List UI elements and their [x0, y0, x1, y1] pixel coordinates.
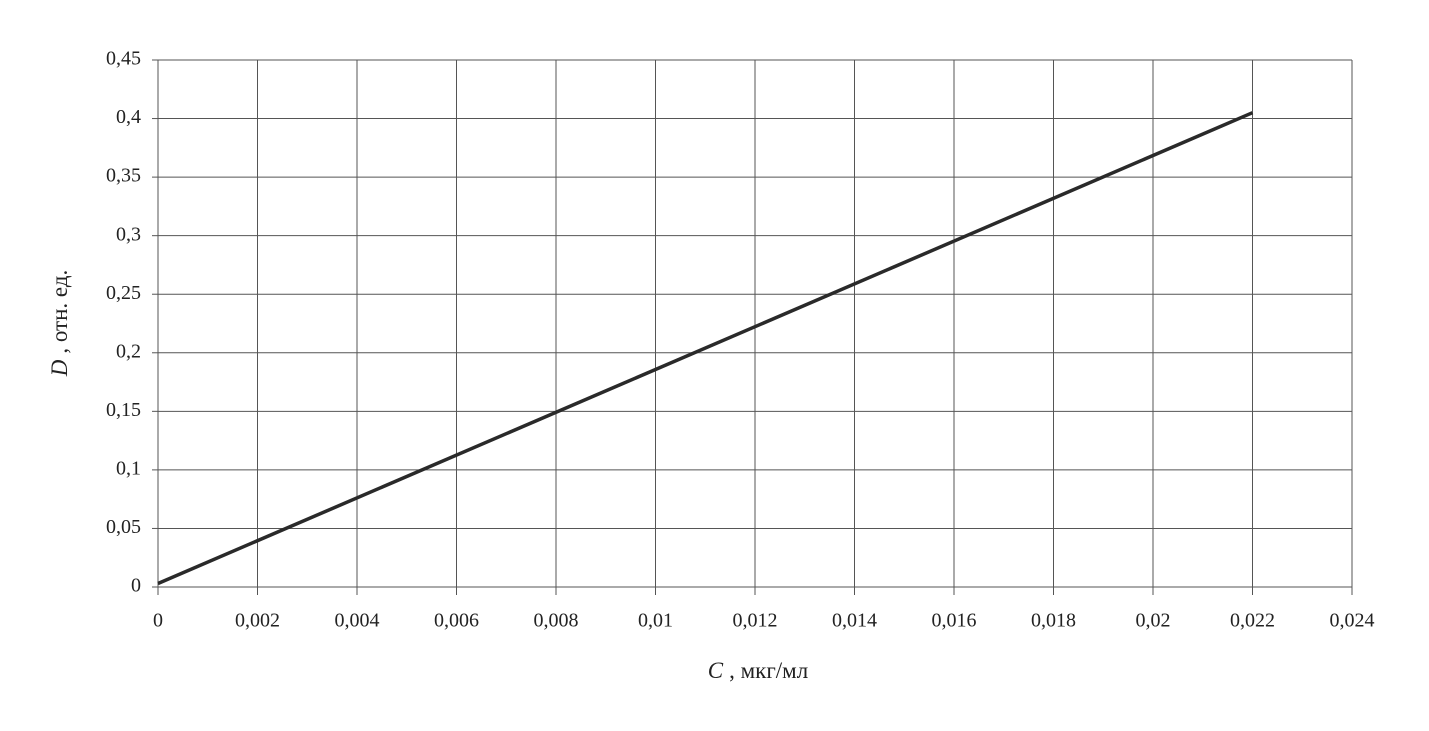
x-tick-label: 0,012	[733, 610, 778, 632]
x-tick-label: 0,014	[832, 610, 877, 632]
x-tick-label: 0,02	[1136, 610, 1171, 632]
x-axis-unit: , мкг/мл	[729, 658, 808, 683]
x-axis-symbol: C	[708, 658, 724, 683]
x-axis-label: C, мкг/мл	[708, 658, 808, 683]
x-tick-label: 0,022	[1230, 610, 1275, 632]
y-axis-unit: , отн. ед.	[47, 270, 72, 354]
y-tick-label: 0,3	[116, 223, 141, 245]
data-line	[157, 111, 1254, 586]
x-tick-label: 0	[153, 610, 163, 632]
x-tick-label: 0,002	[235, 610, 280, 632]
x-tick-label: 0,006	[434, 610, 479, 632]
y-tick-label: 0,2	[116, 340, 141, 362]
y-axis-label: D , отн. ед.	[47, 270, 72, 378]
y-tick-label: 0,1	[116, 457, 141, 479]
x-tick-label: 0,018	[1031, 610, 1076, 632]
y-tick-label: 0,45	[106, 48, 141, 70]
y-axis-symbol: D	[47, 359, 72, 377]
y-tick-label: 0	[131, 575, 141, 597]
x-tick-label: 0,024	[1330, 610, 1375, 632]
x-tick-label: 0,016	[932, 610, 977, 632]
y-tick-label: 0,15	[106, 399, 141, 421]
y-tick-label: 0,4	[116, 106, 141, 128]
x-tick-label: 0,008	[534, 610, 579, 632]
y-tick-label: 0,05	[106, 516, 141, 538]
y-tick-label: 0,25	[106, 282, 141, 304]
x-tick-label: 0,004	[335, 610, 380, 632]
x-tick-label: 0,01	[638, 610, 673, 632]
y-tick-label: 0,35	[106, 165, 141, 187]
